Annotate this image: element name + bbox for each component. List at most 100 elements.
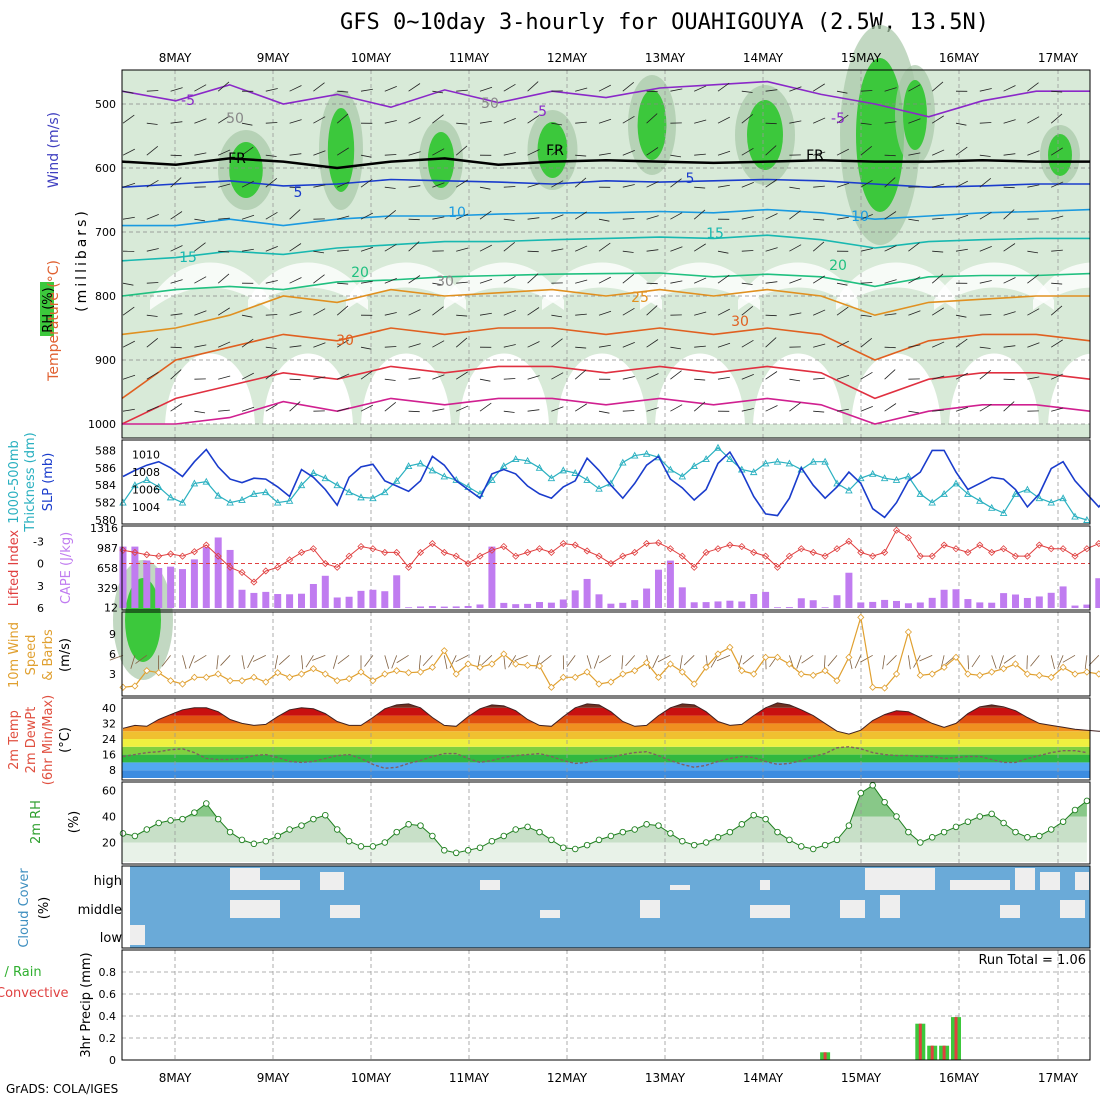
wind-barb	[194, 152, 207, 156]
rh2m-point	[988, 810, 995, 818]
thickness-point	[619, 458, 627, 466]
lifted-index-point	[988, 548, 996, 557]
wind-barb	[789, 120, 802, 124]
wind-barb	[622, 82, 635, 92]
wind-barb	[979, 211, 992, 220]
date-label-top: 14MAY	[743, 51, 784, 65]
wind-barb	[289, 311, 302, 316]
wind-barb	[812, 83, 825, 92]
cape-bar	[512, 604, 520, 608]
wind-barb	[1003, 345, 1016, 348]
cape-bar	[381, 591, 389, 608]
dry-region	[346, 262, 466, 310]
lifted-index-point	[500, 542, 508, 551]
ylabel-pressure: (millibars)	[74, 208, 90, 312]
wind-barb	[551, 146, 563, 156]
temp-tick-label: 32	[102, 717, 116, 730]
cape-bar	[238, 589, 246, 608]
date-label-top: 12MAY	[547, 51, 588, 65]
thickness-tick-label: 588	[95, 444, 116, 457]
cape-bar	[1000, 593, 1008, 608]
rh2m-point	[631, 826, 638, 833]
wind10-barb	[384, 655, 390, 669]
cape-bar	[321, 575, 329, 608]
wind10-barb	[738, 655, 743, 670]
lifted-index-point	[226, 563, 234, 571]
wind10-point	[202, 673, 210, 681]
wind10-barb	[652, 655, 659, 669]
wind-barb	[670, 346, 682, 350]
isotherm-line	[122, 208, 1091, 227]
wind10-point	[500, 650, 508, 658]
wind-barb	[717, 308, 731, 316]
wind-barb	[194, 84, 207, 92]
wind-barb	[1003, 311, 1016, 316]
wind-barb	[527, 409, 540, 412]
lifted-index-point	[250, 578, 258, 586]
panel-frame-wind10	[121, 611, 1091, 697]
wind-barb	[146, 405, 159, 412]
wind-barb	[884, 121, 897, 124]
wind10-barb	[364, 655, 374, 667]
wind10-point	[405, 669, 413, 677]
wind10-barb	[827, 655, 838, 667]
temp-band	[122, 739, 1090, 747]
wind-barb	[122, 90, 134, 94]
date-label-top: 9MAY	[257, 51, 290, 65]
wind10-point	[678, 668, 686, 676]
wind-barb	[503, 309, 516, 316]
wind-barb	[741, 216, 754, 220]
wind10-point	[190, 673, 198, 681]
wind-barb	[479, 312, 492, 316]
thickness-point	[749, 468, 758, 476]
wind-barb	[575, 87, 588, 92]
temp-color-bands	[122, 702, 1090, 778]
wind-barb	[646, 249, 659, 252]
wind-barb	[789, 402, 801, 412]
rh-tick-label: 40	[102, 811, 116, 824]
thickness-point	[285, 496, 294, 504]
cape-bar	[1095, 578, 1100, 608]
wind10-barb	[598, 654, 612, 664]
wind-barb	[456, 213, 469, 220]
lifted-index-point	[1071, 552, 1079, 560]
wind-barb	[575, 279, 588, 284]
lifted-index-point	[333, 563, 341, 571]
lifted-index-point	[238, 568, 246, 577]
precip-run-total: Run Total = 1.06	[978, 953, 1086, 968]
cape-bar	[631, 600, 639, 608]
cape-bar	[167, 566, 175, 608]
wind-barb	[479, 244, 493, 252]
panel-frame-temp	[121, 697, 1091, 781]
wind-barb	[741, 306, 754, 316]
wind-barb	[384, 402, 397, 412]
dry-region	[934, 262, 1054, 310]
wind-barb	[194, 218, 206, 222]
cloud-cover-block	[540, 910, 560, 918]
wind-barb	[670, 246, 683, 252]
rh2m-point	[571, 845, 579, 853]
wind10-point	[643, 659, 651, 667]
isotherm-line	[121, 272, 1091, 297]
wind-barb	[265, 154, 277, 157]
wind-barb	[1003, 85, 1016, 92]
wind-barb	[313, 376, 326, 380]
cloud-cover-block	[480, 880, 500, 890]
cape-bar	[595, 594, 603, 608]
wind-barb	[289, 119, 302, 124]
temp-tick-label: 16	[102, 749, 116, 762]
wind-barb	[170, 313, 183, 316]
wind-barb	[289, 277, 302, 284]
wind10-tick-label: 9	[109, 628, 116, 641]
wind-barb	[598, 218, 610, 222]
wind10-point	[524, 661, 532, 669]
ylabel-slp: SLP (mb)	[41, 453, 56, 512]
precip-tick-label: 0.6	[99, 988, 117, 1001]
wind10-barb	[503, 655, 506, 670]
wind-barb	[384, 277, 397, 284]
wind10-point	[726, 643, 734, 651]
wind-barb	[289, 243, 302, 252]
wind-barb	[1027, 250, 1039, 254]
wind10-point	[750, 670, 758, 678]
cape-bar	[988, 602, 996, 608]
